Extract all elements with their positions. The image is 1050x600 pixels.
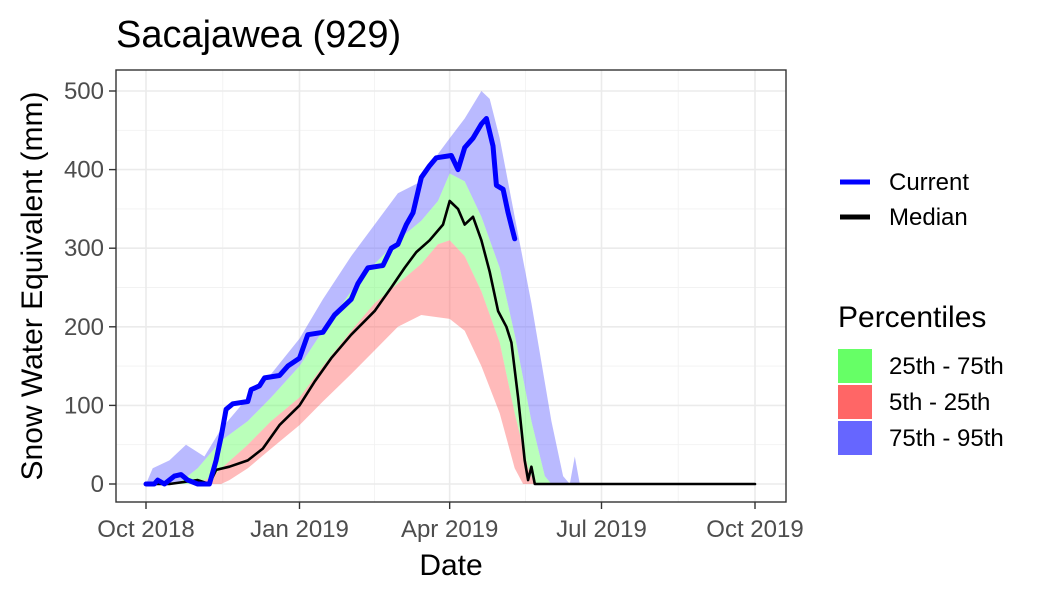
legend-item-p25-p75: 25th - 75th: [838, 349, 1004, 383]
legend-label-current: Current: [889, 169, 969, 196]
legend-item-current: Current: [840, 169, 969, 196]
legend-label-median: Median: [889, 204, 968, 231]
band-p25-p75: [146, 173, 755, 484]
y-axis: 0 100 200 300 400 500: [64, 78, 116, 498]
legend-swatch-p75-p95: [838, 421, 872, 455]
percentile-bands: [146, 91, 755, 484]
y-tick-label: 300: [64, 235, 104, 262]
legend-item-median: Median: [840, 204, 968, 231]
y-tick-label: 0: [91, 471, 104, 498]
band-p75-p95: [146, 91, 755, 484]
series-lines: [143, 116, 757, 487]
legend-title-percentiles: Percentiles: [838, 301, 986, 334]
legend-label-p25-p75: 25th - 75th: [889, 353, 1004, 380]
x-axis: Oct 2018 Jan 2019 Apr 2019 Jul 2019 Oct 2019: [97, 502, 804, 543]
x-axis-title: Date: [419, 549, 482, 582]
plot-border: [115, 69, 787, 503]
y-tick-label: 200: [64, 314, 104, 341]
x-tick-label: Oct 2019: [706, 516, 803, 543]
series-line-median: [144, 199, 757, 486]
y-tick-label: 400: [64, 157, 104, 184]
series-line-current: [143, 116, 518, 487]
chart-title: Sacajawea (929): [116, 14, 401, 56]
legend-label-p5-p25: 5th - 25th: [889, 389, 990, 416]
grid-minor: [116, 70, 786, 502]
y-tick-label: 500: [64, 78, 104, 105]
x-tick-label: Jan 2019: [250, 516, 349, 543]
x-tick-label: Oct 2018: [97, 516, 194, 543]
x-tick-label: Apr 2019: [401, 516, 498, 543]
band-p5-p25: [146, 240, 755, 484]
legend-swatch-p5-p25: [838, 385, 872, 419]
legend-item-p75-p95: 75th - 95th: [838, 421, 1004, 455]
y-tick-label: 100: [64, 392, 104, 419]
legend-item-p5-p25: 5th - 25th: [838, 385, 990, 419]
y-axis-title: Snow Water Equivalent (mm): [16, 91, 49, 480]
x-tick-label: Jul 2019: [556, 516, 647, 543]
legend-label-p75-p95: 75th - 95th: [889, 425, 1004, 452]
legend-swatch-p25-p75: [838, 349, 872, 383]
legend: Current Median Percentiles 25th - 75th 5…: [838, 169, 1004, 455]
